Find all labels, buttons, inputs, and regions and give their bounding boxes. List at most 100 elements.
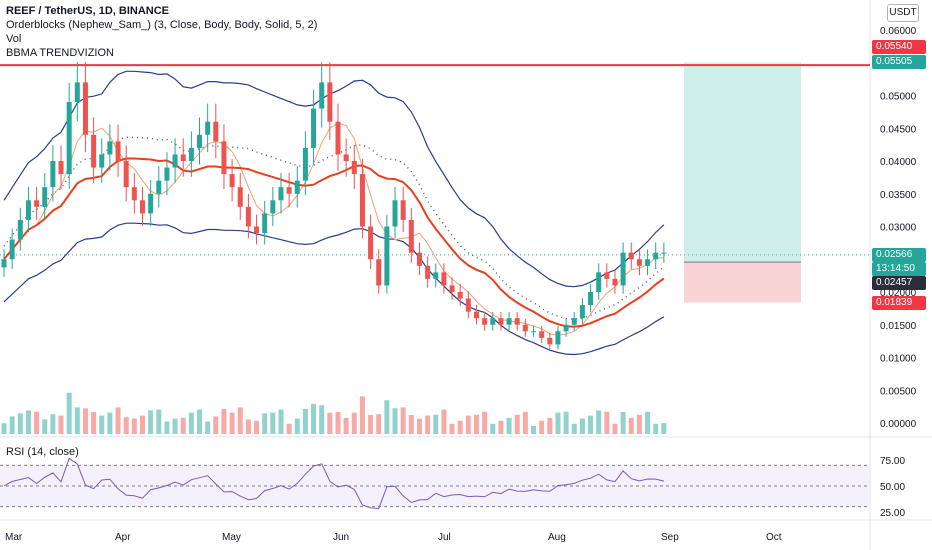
target-price-tag: 0.05505: [872, 55, 926, 69]
volume-bar: [131, 418, 137, 434]
volume-bar: [539, 420, 545, 434]
candle-body: [311, 108, 317, 148]
volume-bar: [50, 414, 56, 434]
volume-bar: [506, 417, 512, 434]
volume-bar: [311, 403, 317, 434]
volume-bar: [628, 417, 634, 434]
volume-bar: [205, 421, 211, 434]
volume-bar: [302, 409, 308, 434]
volume-bar: [123, 417, 129, 434]
volume-bar: [498, 420, 504, 434]
volume-bar: [343, 417, 349, 434]
candle-body: [425, 265, 431, 279]
candle-body: [620, 252, 626, 286]
x-tick-label: Mar: [5, 532, 23, 543]
rsi-line: [3, 457, 665, 510]
volume-bar: [457, 420, 463, 434]
volume-bar: [25, 410, 31, 434]
volume-bar: [563, 411, 569, 434]
volume-bar: [148, 410, 154, 434]
x-tick-label: Sep: [661, 532, 679, 543]
candle-body: [237, 187, 243, 207]
volume-bar: [262, 413, 268, 434]
volume-bar: [384, 400, 390, 434]
candle-body: [17, 219, 23, 240]
candle-body: [555, 331, 561, 345]
y-tick-label: 0.04000: [880, 157, 917, 168]
volume-bar: [368, 415, 374, 434]
candle-body: [596, 272, 602, 292]
rsi-tick-label: 75.00: [880, 456, 905, 467]
volume-bar: [653, 423, 659, 434]
candle-body: [82, 82, 88, 135]
candle-body: [148, 193, 154, 214]
candle-body: [34, 200, 40, 207]
loss-zone: [684, 262, 801, 303]
volume-bar: [74, 407, 80, 434]
candle-body: [286, 187, 292, 194]
candle-body: [302, 147, 308, 181]
y-tick-label: 0.06000: [880, 26, 917, 37]
volume-bar: [172, 418, 178, 434]
candle-body: [661, 252, 667, 254]
volume-bar: [213, 416, 219, 434]
volume-bar: [620, 412, 626, 434]
candle-body: [441, 272, 447, 286]
y-tick-label: 0.05000: [880, 92, 917, 103]
candle-body: [262, 213, 268, 234]
volume-bar: [17, 413, 23, 434]
volume-bar: [579, 418, 585, 434]
entry-price-tag: 0.02457: [872, 276, 926, 290]
candle-body: [368, 226, 374, 260]
candle-body: [180, 154, 186, 161]
candle-body: [131, 187, 137, 201]
volume-bar: [91, 412, 97, 434]
candle-body: [188, 147, 194, 161]
volume-bar: [66, 392, 72, 434]
candle-body: [522, 324, 528, 332]
volume-bar: [42, 419, 48, 434]
volume-bar: [433, 414, 439, 434]
candle-body: [115, 141, 121, 161]
currency-unit-button[interactable]: USDT: [887, 4, 919, 22]
candle-body: [197, 134, 203, 148]
rsi-indicator-label[interactable]: RSI (14, close): [6, 446, 79, 458]
candle-body: [645, 259, 651, 266]
long-ma: [3, 157, 665, 328]
x-tick-label: Apr: [115, 532, 131, 543]
lower-band: [3, 222, 665, 356]
candle-body: [376, 259, 382, 286]
current-price-tag: 0.02566: [872, 248, 926, 262]
orderblocks-indicator-label[interactable]: Orderblocks (Nephew_Sam_) (3, Close, Bod…: [6, 19, 318, 31]
volume-bar: [115, 407, 121, 434]
candle-body: [335, 121, 341, 155]
symbol-title[interactable]: REEF / TetherUS, 1D, BINANCE: [6, 5, 169, 17]
candle-body: [1, 259, 7, 268]
volume-bar: [645, 411, 651, 434]
bbma-indicator-label[interactable]: BBMA TRENDVIZION: [6, 47, 114, 59]
volume-bar: [164, 421, 170, 434]
y-tick-label: 0.02000: [880, 288, 917, 299]
volume-bar: [286, 423, 292, 434]
candle-body: [604, 272, 610, 279]
volume-bar: [416, 418, 422, 434]
volume-bar: [465, 415, 471, 434]
volume-indicator-label[interactable]: Vol: [6, 33, 22, 45]
candle-body: [327, 82, 333, 122]
y-tick-label: 0.01500: [880, 321, 917, 332]
volume-bar: [197, 409, 203, 434]
volume-bar: [441, 409, 447, 434]
volume-bar: [82, 408, 88, 434]
candle-body: [490, 318, 496, 325]
candle-body: [9, 239, 15, 260]
candle-body: [294, 180, 300, 194]
candle-body: [531, 331, 537, 333]
candle-body: [457, 292, 463, 299]
candle-body: [482, 318, 488, 325]
volume-bar: [636, 414, 642, 434]
candle-body: [416, 252, 422, 266]
candle-body: [579, 305, 585, 319]
volume-bar: [327, 412, 333, 434]
